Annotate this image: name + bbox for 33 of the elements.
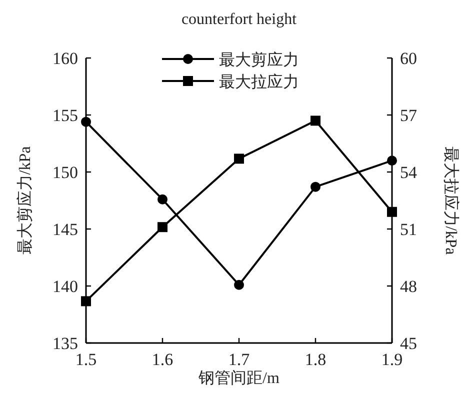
point — [81, 296, 91, 306]
point — [234, 154, 244, 164]
x-tick-label: 1.8 — [304, 350, 326, 369]
chart-title: counterfort height — [181, 11, 298, 28]
y2-tick-label: 48 — [400, 277, 417, 296]
y-axis-title: 最大剪应力/kPa — [16, 146, 34, 255]
x-tick-label: 1.9 — [381, 350, 403, 369]
legend-label: 最大拉应力 — [219, 73, 299, 91]
x-tick-label: 1.5 — [75, 350, 97, 369]
y2-tick-label: 60 — [400, 49, 417, 68]
y2-tick-label: 51 — [400, 220, 417, 239]
y2-axis-title: 最大拉应力/kPa — [442, 146, 460, 255]
y-tick-label: 155 — [52, 106, 78, 125]
point — [234, 280, 244, 290]
point — [158, 194, 168, 204]
y-tick-label: 135 — [52, 334, 78, 353]
point — [387, 206, 397, 217]
x-axis-title: 钢管间距/m — [198, 369, 280, 387]
legend-label: 最大剪应力 — [219, 51, 299, 69]
point — [310, 116, 320, 126]
y-tick-label: 160 — [52, 49, 78, 68]
y2-tick-label: 57 — [400, 106, 418, 125]
y2-tick-label: 54 — [400, 163, 418, 182]
y-tick-label: 150 — [52, 163, 78, 182]
x-tick-label: 1.6 — [152, 350, 174, 369]
y2-tick-label: 45 — [400, 334, 417, 353]
x-tick-label: 1.7 — [228, 350, 250, 369]
point — [81, 116, 91, 127]
y-tick-label: 145 — [52, 220, 78, 239]
point — [310, 182, 320, 192]
y-tick-label: 140 — [52, 277, 78, 296]
point — [158, 222, 168, 232]
point — [387, 156, 397, 166]
